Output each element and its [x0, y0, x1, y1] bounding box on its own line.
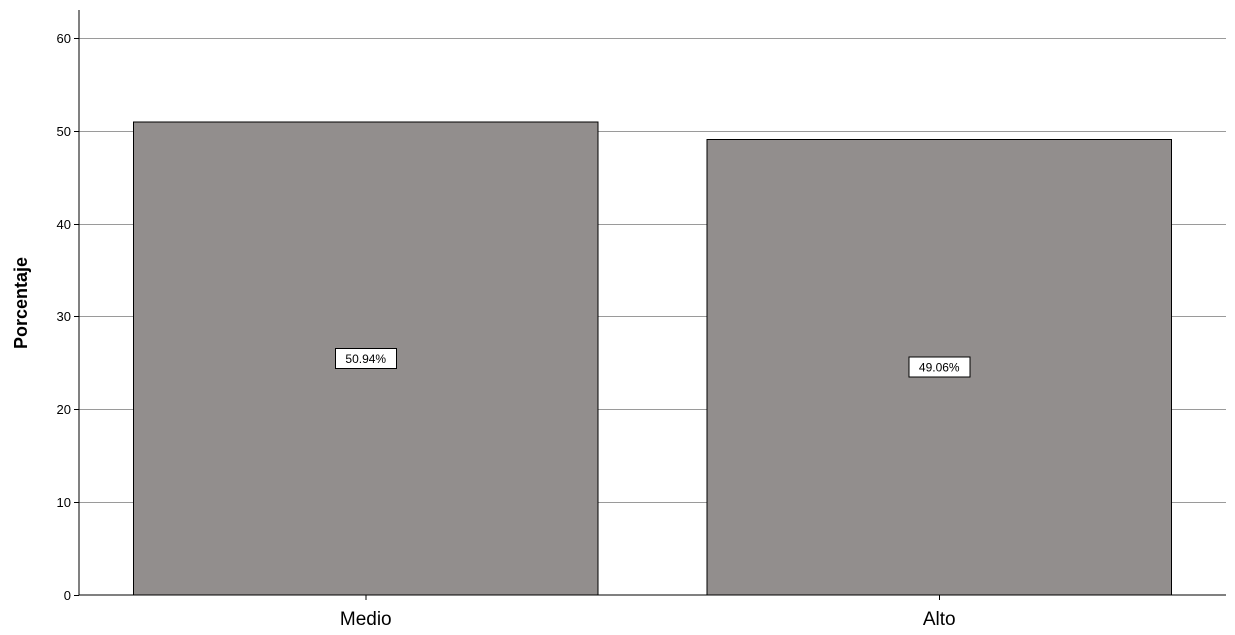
y-tick-label: 60	[57, 31, 71, 46]
y-tick-label: 30	[57, 309, 71, 324]
y-tick-label: 0	[64, 588, 71, 603]
y-tick-label: 20	[57, 402, 71, 417]
y-axis-title: Porcentaje	[11, 257, 31, 349]
y-axis-ticks: 0 10 20 30 40 50 60	[57, 31, 79, 603]
data-label-box	[908, 356, 971, 378]
y-tick-label: 10	[57, 495, 71, 510]
y-tick-label: 50	[57, 124, 71, 139]
x-axis-labels: Medio Alto	[340, 595, 956, 630]
axes	[78, 10, 1226, 596]
data-label: 49.06%	[919, 361, 960, 375]
data-label-box	[334, 347, 397, 369]
bars	[132, 121, 1173, 596]
y-tick-label: 40	[57, 217, 71, 232]
data-label: 50.94%	[345, 352, 386, 366]
x-tick-label: Alto	[923, 609, 956, 630]
x-tick-label: Medio	[340, 609, 392, 630]
data-labels: 50.94% 49.06%	[334, 347, 971, 378]
